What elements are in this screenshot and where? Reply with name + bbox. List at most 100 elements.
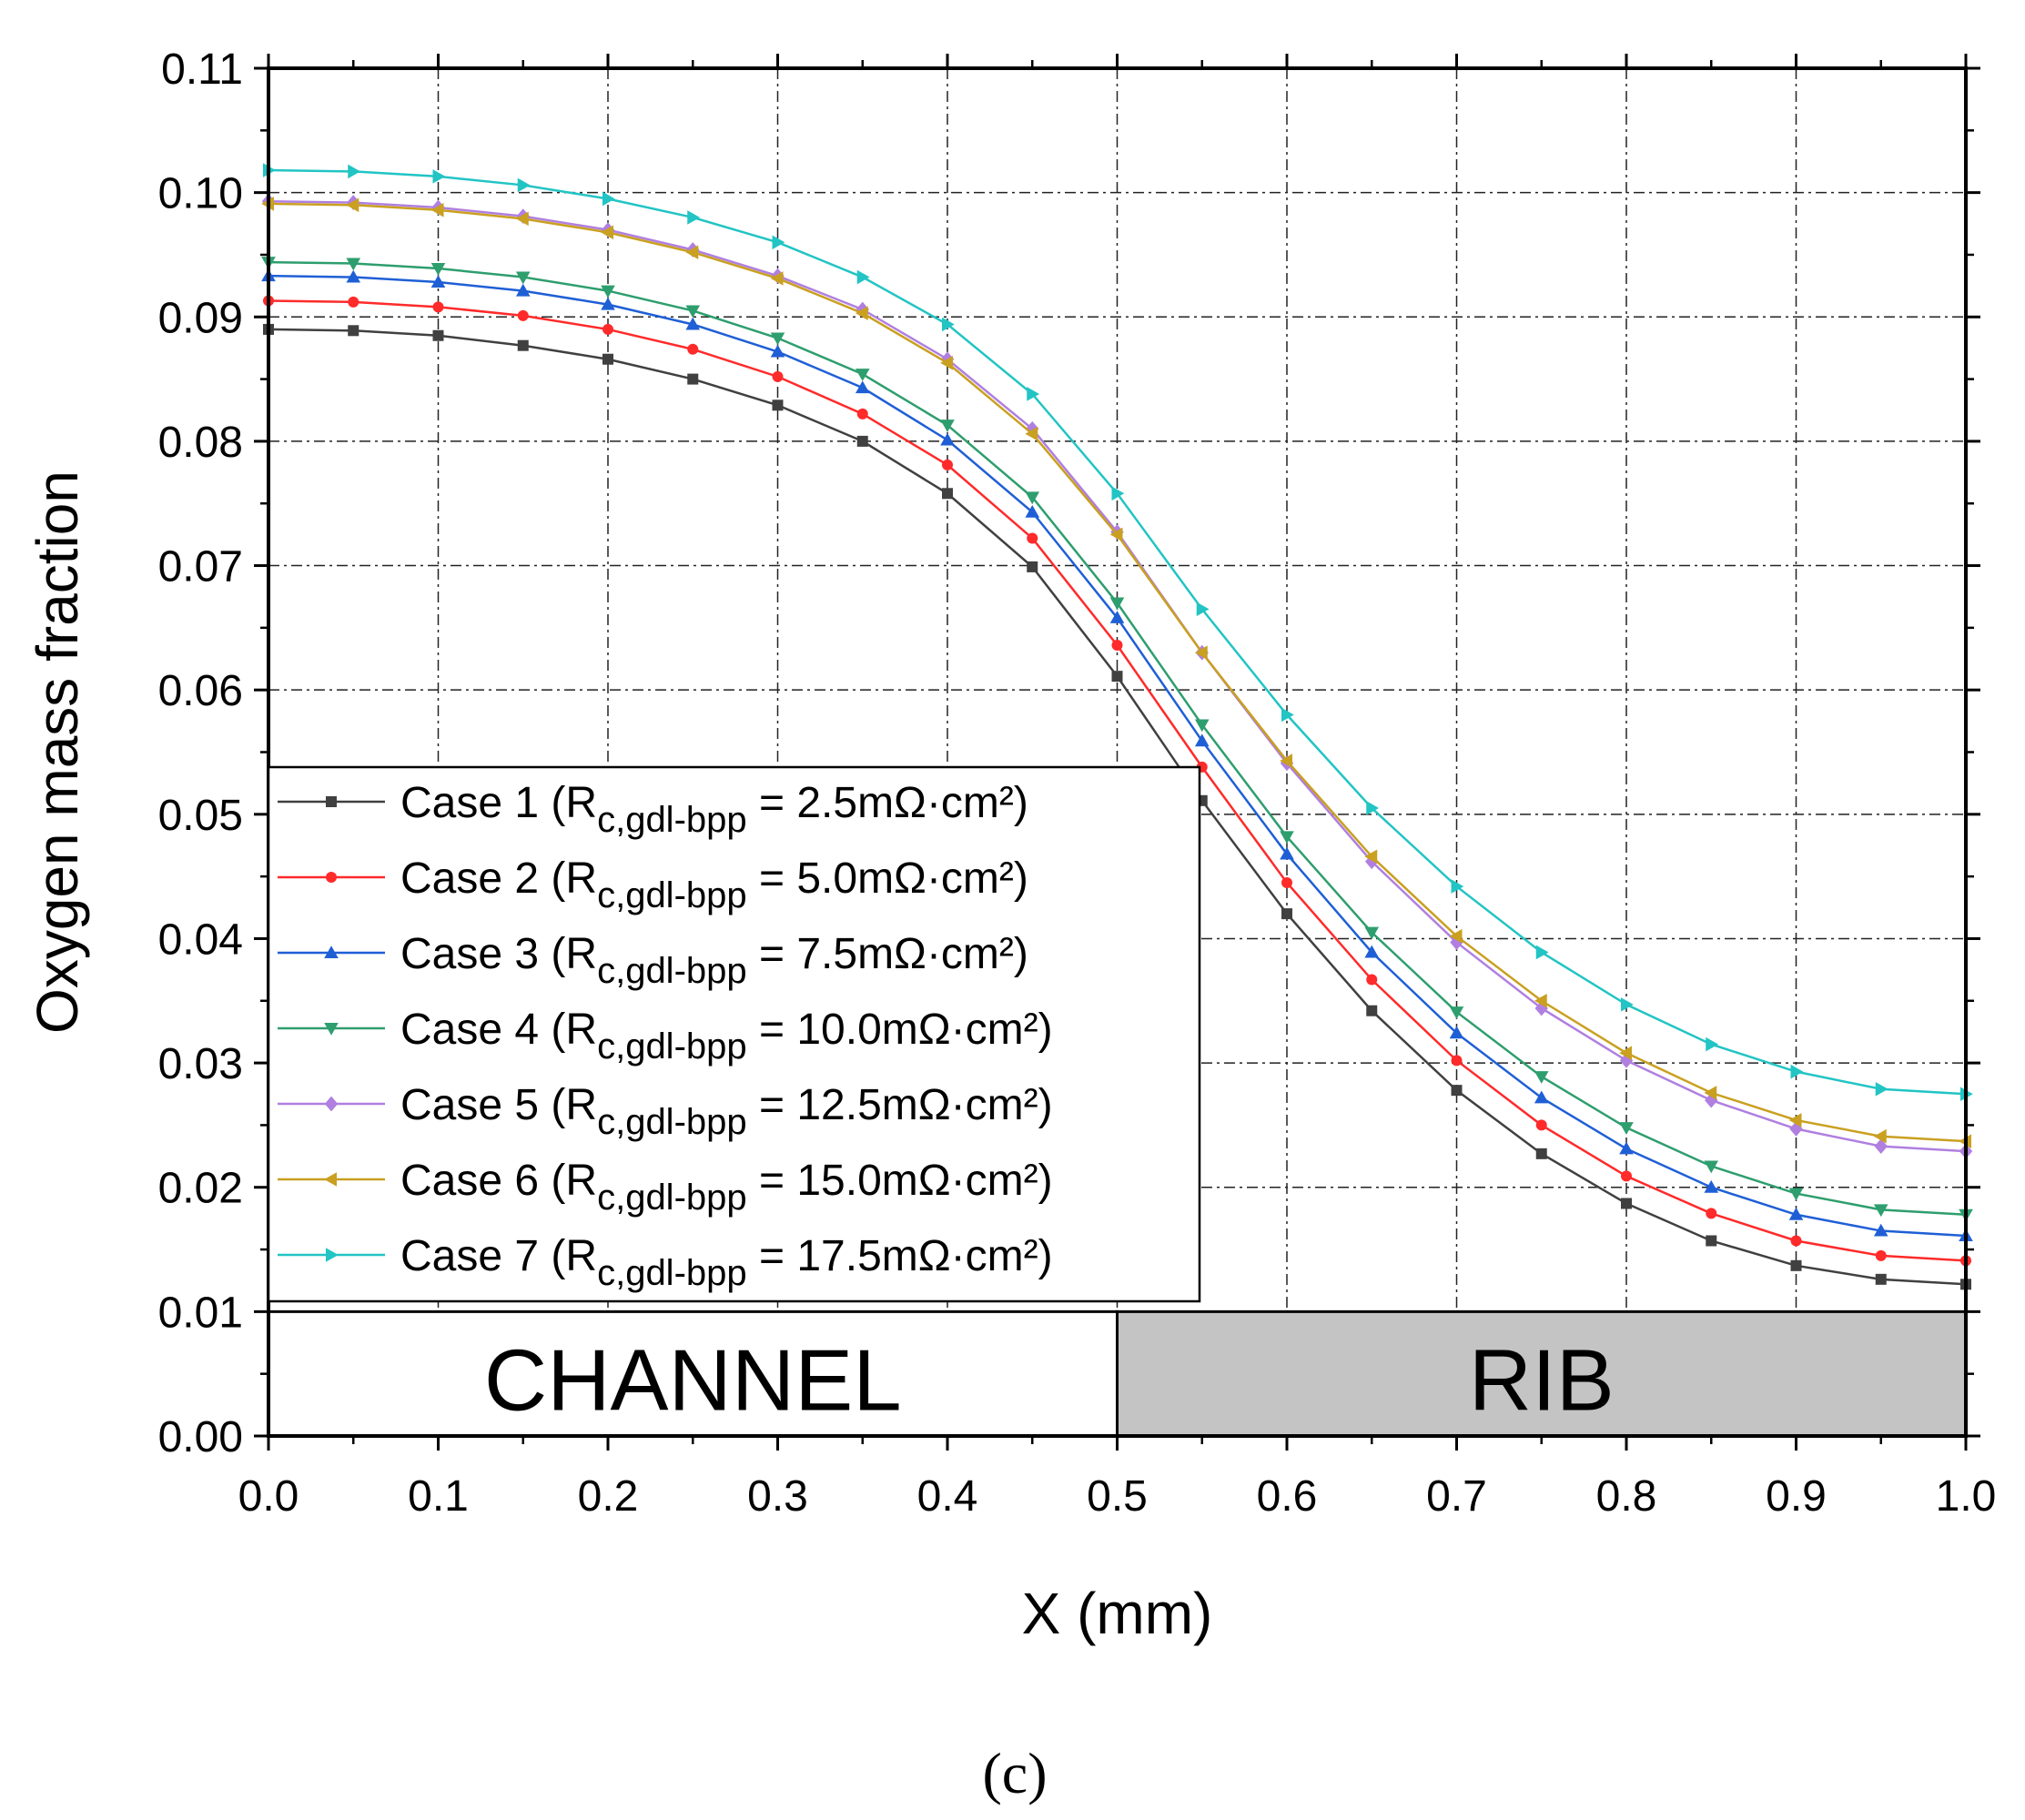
data-point: [1451, 1085, 1463, 1097]
data-point: [855, 306, 868, 320]
data-point: [1621, 1198, 1632, 1209]
data-point: [1111, 671, 1123, 682]
legend-label: Case 3 (Rc,gdl-bpp = 7.5mΩ·cm²): [400, 930, 1028, 991]
data-point: [602, 323, 613, 335]
legend-label: Case 6 (Rc,gdl-bpp = 15.0mΩ·cm²): [400, 1157, 1053, 1218]
data-point: [1534, 993, 1547, 1008]
data-point: [1619, 1122, 1634, 1135]
data-point: [430, 275, 446, 288]
data-point: [1025, 504, 1040, 518]
data-point: [942, 459, 953, 470]
data-point: [856, 269, 870, 285]
data-point: [348, 325, 359, 337]
data-point: [855, 369, 870, 381]
legend-entry-case-4: Case 4 (Rc,gdl-bpp = 10.0mΩ·cm²): [278, 1006, 1053, 1067]
legend-entry-case-5: Case 5 (Rc,gdl-bpp = 12.5mΩ·cm²): [278, 1081, 1053, 1142]
x-tick-label: 0.2: [578, 1472, 639, 1521]
y-tick-label: 0.01: [158, 1289, 243, 1337]
data-point: [432, 329, 444, 341]
y-tick-label: 0.10: [158, 170, 243, 218]
data-point: [1109, 527, 1123, 542]
rib-region-label: RIB: [1469, 1332, 1615, 1430]
x-tick-label: 0.6: [1257, 1472, 1318, 1521]
data-point: [685, 305, 701, 318]
data-point: [1704, 1160, 1719, 1174]
legend-label: Case 5 (Rc,gdl-bpp = 12.5mΩ·cm²): [400, 1081, 1053, 1142]
data-point: [1194, 733, 1210, 747]
data-point: [1875, 1273, 1887, 1285]
data-point: [1027, 532, 1038, 544]
data-point: [1280, 831, 1294, 844]
data-point: [1621, 997, 1634, 1012]
data-point: [1281, 876, 1292, 888]
legend-marker: [324, 1096, 339, 1112]
data-point: [1449, 928, 1463, 944]
data-point: [1025, 491, 1040, 505]
data-point: [1789, 1121, 1803, 1137]
data-point: [687, 343, 699, 355]
x-tick-label: 0.3: [747, 1472, 808, 1521]
y-tick-label: 0.02: [158, 1165, 243, 1213]
data-point: [1281, 908, 1292, 920]
data-point: [1109, 597, 1125, 611]
data-point: [772, 399, 784, 411]
series-case-2: [263, 295, 1971, 1267]
y-tick-label: 0.00: [158, 1413, 243, 1461]
legend-entry-case-6: Case 6 (Rc,gdl-bpp = 15.0mΩ·cm²): [278, 1157, 1053, 1218]
legend-label: Case 4 (Rc,gdl-bpp = 10.0mΩ·cm²): [400, 1006, 1053, 1067]
y-tick-label: 0.07: [158, 543, 243, 592]
data-point: [1280, 753, 1292, 768]
y-axis-title: Oxygen mass fraction: [25, 470, 90, 1034]
data-point: [1873, 1128, 1887, 1144]
data-point: [348, 296, 359, 308]
data-point: [942, 488, 953, 500]
data-point: [1874, 1138, 1888, 1155]
legend-marker: [324, 1023, 339, 1036]
data-point: [515, 271, 531, 285]
data-point: [602, 191, 615, 207]
data-point: [1366, 801, 1380, 815]
data-point: [1706, 1036, 1719, 1052]
data-point: [346, 258, 361, 271]
x-tick-label: 0.7: [1426, 1472, 1487, 1521]
data-point: [1875, 1249, 1887, 1261]
data-point: [1451, 879, 1464, 894]
data-point: [430, 202, 444, 217]
data-point: [601, 225, 613, 240]
data-point: [601, 297, 615, 310]
channel-region-label: CHANNEL: [484, 1332, 902, 1430]
data-point: [432, 169, 446, 184]
data-point: [1621, 1170, 1632, 1182]
data-point: [1364, 945, 1380, 958]
y-tick-label: 0.09: [158, 294, 243, 342]
data-point: [515, 283, 531, 297]
data-point: [1025, 426, 1038, 441]
data-point: [770, 271, 784, 286]
data-point: [1111, 639, 1123, 651]
data-point: [1109, 611, 1125, 623]
legend-marker: [326, 1248, 339, 1262]
data-point: [685, 245, 699, 260]
data-point: [1706, 1235, 1717, 1247]
data-point: [1534, 1000, 1548, 1016]
data-point: [940, 420, 955, 432]
data-point: [1873, 1204, 1888, 1218]
data-point: [1535, 1119, 1547, 1131]
y-tick-label: 0.11: [161, 46, 243, 94]
series-case-6: [261, 197, 1971, 1148]
data-point: [602, 353, 613, 365]
x-tick-label: 0.4: [917, 1472, 978, 1521]
data-point: [1535, 945, 1549, 960]
data-point: [1790, 1259, 1802, 1271]
data-point: [1449, 1026, 1464, 1039]
data-point: [1788, 1113, 1802, 1127]
data-point: [940, 356, 953, 370]
data-point: [1535, 1148, 1547, 1159]
data-point: [1364, 849, 1378, 864]
data-point: [1706, 1208, 1717, 1219]
data-point: [1196, 602, 1210, 617]
data-point: [346, 197, 359, 213]
x-tick-label: 0.9: [1766, 1472, 1827, 1521]
data-point: [517, 309, 529, 321]
